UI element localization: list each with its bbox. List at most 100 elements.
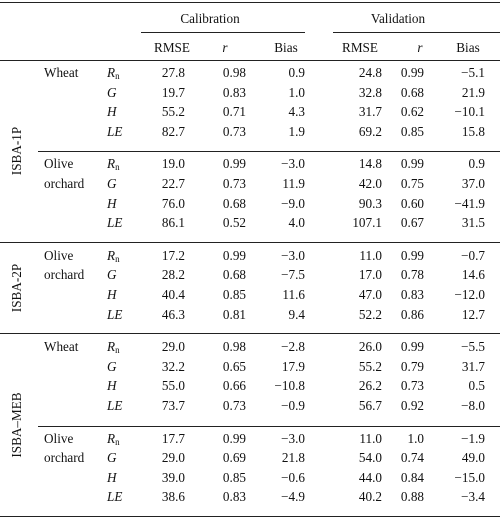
- table-cell: 40.4: [161, 287, 185, 302]
- variable-symbol-base: R: [107, 430, 116, 446]
- variable-symbol-base: H: [107, 104, 117, 120]
- table-cell: 0.99: [400, 156, 424, 172]
- table-cell: 0.68: [222, 267, 246, 283]
- table-cell: 90.3: [358, 195, 382, 211]
- table-cell: 11.0: [359, 247, 382, 263]
- column-header-r: r: [222, 40, 228, 55]
- table-cell: 40.2: [358, 489, 382, 505]
- table-cell: 0.73: [222, 123, 246, 139]
- table-cell: −0.7: [461, 247, 485, 263]
- table-cell: −5.1: [461, 65, 485, 80]
- variable-symbol-base: G: [107, 358, 117, 374]
- table-cell: 55.2: [161, 104, 185, 120]
- variable-symbol-subscript: n: [115, 345, 120, 356]
- table-cell: 0.52: [222, 215, 246, 231]
- model-name: ISBA-2P: [9, 263, 24, 313]
- table-cell: 55.2: [358, 358, 382, 374]
- variable-symbol: H: [107, 379, 117, 392]
- model-separator: [0, 241, 500, 243]
- table-cell: 0.65: [222, 358, 246, 374]
- variable-symbol-base: H: [107, 195, 117, 211]
- site-separator: [38, 425, 500, 427]
- variable-symbol: G: [107, 177, 117, 190]
- table-cell: −12.0: [454, 287, 485, 302]
- table-cell: 0.73: [222, 176, 246, 191]
- variable-symbol: H: [107, 288, 117, 301]
- table-cell: 86.1: [161, 215, 185, 231]
- table-cell: 0.75: [400, 176, 424, 191]
- table-cell: −10.1: [454, 104, 485, 120]
- variable-symbol-subscript: n: [115, 162, 120, 173]
- table-cell: 0.73: [222, 398, 246, 413]
- variable-symbol-base: LE: [107, 123, 123, 139]
- site-name: Olive: [44, 247, 74, 263]
- table-cell: −10.8: [274, 378, 305, 394]
- table-cell: 82.7: [161, 123, 185, 139]
- table-cell: 0.99: [400, 247, 424, 263]
- table-cell: −4.9: [281, 489, 305, 505]
- variable-symbol-base: H: [107, 378, 117, 394]
- table-cell: −0.6: [281, 469, 305, 485]
- table-cell: −9.0: [281, 195, 305, 211]
- variable-symbol-subscript: n: [115, 253, 120, 264]
- table-cell: 21.9: [461, 84, 485, 100]
- table-cell: 29.0: [161, 339, 185, 355]
- table-cell: 28.2: [161, 267, 185, 283]
- column-header-bias: Bias: [456, 40, 480, 55]
- site-name: Olive: [44, 430, 74, 446]
- column-header-rmse: RMSE: [342, 40, 378, 55]
- table-cell: 69.2: [358, 123, 382, 139]
- table-cell: 44.0: [358, 469, 382, 485]
- table-cell: 0.68: [222, 195, 246, 211]
- header-validation: Validation: [370, 11, 426, 26]
- variable-symbol: Rn: [107, 66, 120, 81]
- table-cell: 76.0: [161, 195, 185, 211]
- table-cell: 14.8: [358, 156, 382, 172]
- column-header-rmse: RMSE: [154, 40, 190, 55]
- table-cell: 0.83: [400, 287, 424, 302]
- table-cell: 49.0: [461, 450, 485, 466]
- table-cell: 107.1: [352, 215, 382, 231]
- table-cell: 27.8: [161, 65, 185, 80]
- table-cell: 55.0: [161, 378, 185, 394]
- site-name: orchard: [44, 450, 85, 466]
- table-cell: 0.69: [222, 450, 246, 466]
- table-cell: 0.67: [400, 215, 424, 231]
- site-name: orchard: [44, 267, 85, 283]
- site-separator: [38, 151, 500, 153]
- table-cell: 0.79: [400, 358, 424, 374]
- table-cell: 56.7: [358, 398, 382, 413]
- table-cell: 0.74: [400, 450, 424, 466]
- variable-symbol-base: LE: [107, 489, 123, 505]
- site-name: Olive: [44, 156, 74, 172]
- table-cell: 0.5: [468, 378, 485, 394]
- validation-underline: [333, 32, 500, 33]
- table-cell: −0.9: [281, 398, 305, 413]
- table-cell: 0.99: [222, 156, 246, 172]
- variable-symbol: Rn: [107, 430, 120, 447]
- table-cell: 11.6: [282, 287, 305, 302]
- model-name: ISBA–MEB: [9, 392, 24, 458]
- table-cell: 42.0: [358, 176, 382, 191]
- variable-symbol: LE: [107, 307, 122, 321]
- table-cell: 0.99: [400, 339, 424, 355]
- table-cell: 0.85: [222, 287, 246, 302]
- table-cell: 12.7: [461, 306, 485, 322]
- table-cell: 29.0: [161, 450, 185, 466]
- table-cell: 1.9: [288, 123, 305, 139]
- table-cell: −3.0: [281, 247, 305, 263]
- table-cell: 0.83: [222, 84, 246, 100]
- variable-symbol-base: LE: [107, 215, 123, 231]
- table-cell: 39.0: [161, 469, 185, 485]
- table-cell: 1.0: [288, 84, 305, 100]
- variable-symbol-base: R: [107, 156, 116, 172]
- column-header-r: r: [417, 40, 423, 55]
- variable-symbol-subscript: n: [115, 71, 120, 81]
- table-cell: −3.0: [281, 156, 305, 172]
- variable-symbol: H: [107, 105, 117, 118]
- table-cell: 0.99: [222, 247, 246, 263]
- model-separator: [0, 333, 500, 335]
- table-cell: 4.0: [288, 215, 305, 231]
- table-cell: 54.0: [358, 450, 382, 466]
- table-cell: 0.9: [288, 65, 305, 80]
